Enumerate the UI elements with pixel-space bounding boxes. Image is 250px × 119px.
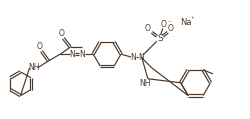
Text: ⁺: ⁺ xyxy=(191,17,194,23)
Text: N: N xyxy=(79,50,85,59)
Text: ⁻: ⁻ xyxy=(168,20,172,26)
Text: N: N xyxy=(70,50,75,59)
Text: S: S xyxy=(157,34,163,43)
Text: O: O xyxy=(168,24,174,33)
Text: O: O xyxy=(145,24,151,33)
Text: O: O xyxy=(161,20,167,29)
Text: Na: Na xyxy=(180,18,192,27)
Text: O: O xyxy=(36,42,43,51)
Text: N: N xyxy=(130,52,136,62)
Text: O: O xyxy=(58,29,64,38)
Text: NH: NH xyxy=(28,63,39,72)
Text: N: N xyxy=(138,52,144,62)
Text: NH: NH xyxy=(139,79,151,88)
